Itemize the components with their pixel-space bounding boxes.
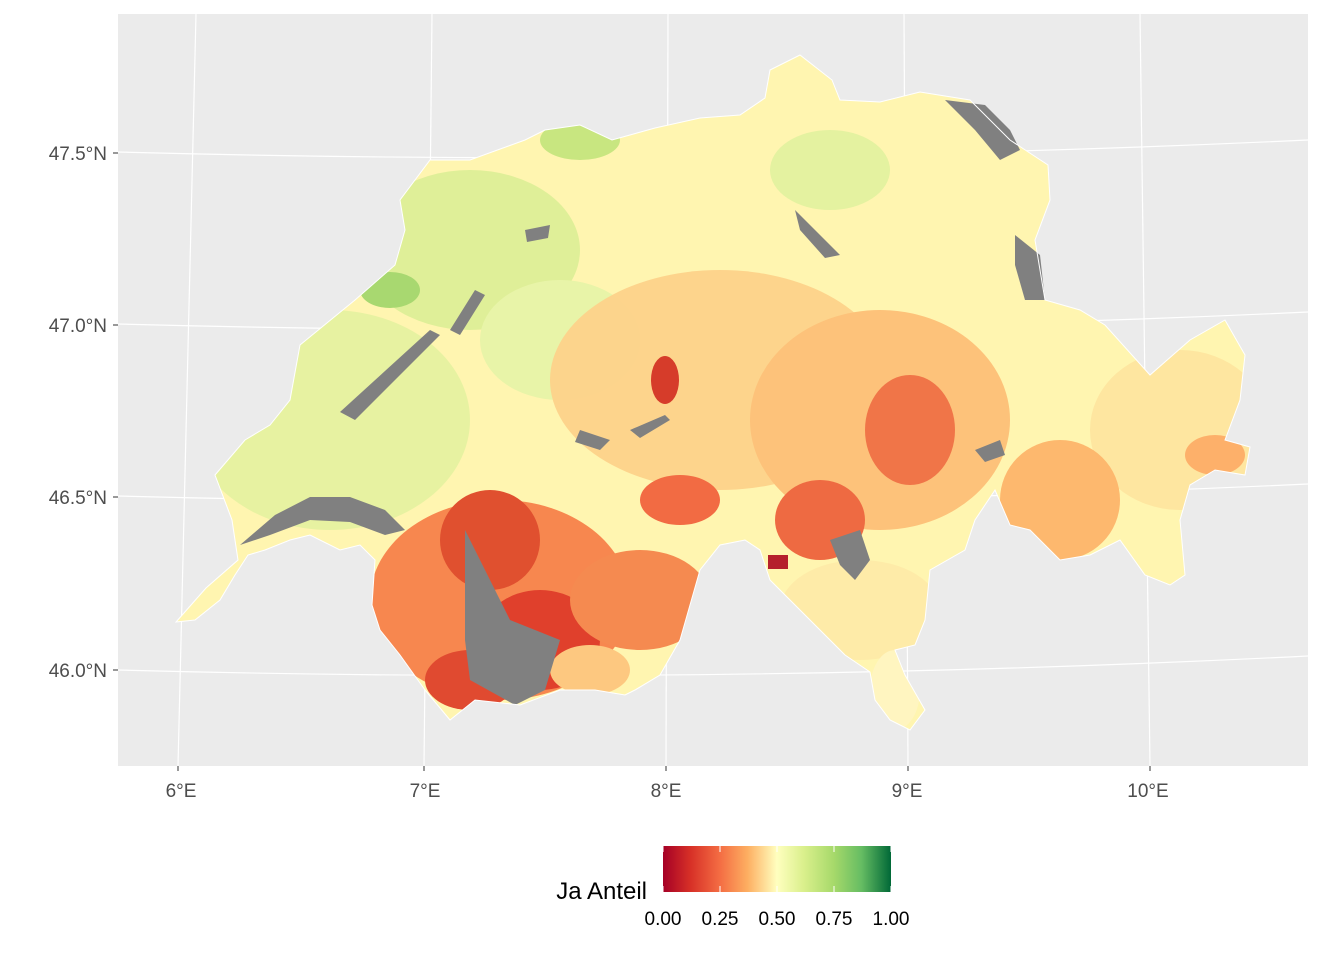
y-tick-label: 47.5°N: [49, 144, 107, 165]
y-tick-label: 47.0°N: [49, 316, 107, 337]
x-tick-label: 10°E: [1127, 781, 1168, 802]
x-axis: 6°E 7°E 8°E 9°E 10°E: [166, 766, 1169, 802]
lakes: [240, 100, 1045, 705]
legend-title: Ja Anteil: [556, 878, 647, 905]
x-tick-label: 6°E: [166, 781, 197, 802]
x-tick-label: 8°E: [651, 781, 682, 802]
legend-tick-label: 0.75: [816, 909, 853, 930]
legend-tick-label: 0.50: [759, 909, 796, 930]
legend-tick-label: 0.00: [645, 909, 682, 930]
y-tick-label: 46.5°N: [49, 488, 107, 509]
legend-colorbar: [663, 846, 891, 892]
x-tick-label: 7°E: [410, 781, 441, 802]
legend-tick-label: 1.00: [873, 909, 910, 930]
x-tick-label: 9°E: [892, 781, 923, 802]
legend-tick-label: 0.25: [702, 909, 739, 930]
color-legend: Ja Anteil 0.00 0.25 0.50 0.75 1.00: [556, 846, 909, 930]
y-tick-label: 46.0°N: [49, 661, 107, 682]
y-axis: 46.0°N 46.5°N 47.0°N 47.5°N: [49, 144, 118, 682]
